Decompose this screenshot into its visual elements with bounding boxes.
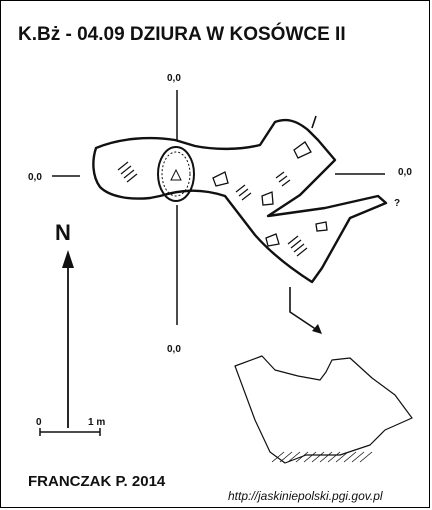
north-label: N bbox=[55, 220, 71, 245]
scale-zero: 0 bbox=[36, 417, 42, 428]
cave-plan-outline bbox=[92, 118, 388, 284]
cross-section-ground bbox=[271, 451, 373, 463]
section-arrow-icon bbox=[312, 324, 322, 334]
scale-one-meter: 1 m bbox=[88, 417, 105, 428]
coord-bottom: 0,0 bbox=[167, 344, 181, 355]
cross-section-outline bbox=[234, 355, 413, 464]
scree-hatching bbox=[117, 161, 308, 257]
coord-left: 0,0 bbox=[28, 172, 42, 183]
section-cut-line bbox=[289, 287, 321, 333]
cave-entrance bbox=[157, 146, 195, 202]
scale-bar bbox=[39, 428, 101, 436]
cave-title: K.Bż - 04.09 DZIURA W KOSÓWCE II bbox=[18, 23, 346, 45]
coord-right: 0,0 bbox=[398, 167, 412, 178]
rock-blocks bbox=[212, 141, 328, 247]
passage-mark bbox=[311, 115, 317, 129]
author-credit: FRANCZAK P. 2014 bbox=[28, 473, 166, 490]
source-url[interactable]: http://jaskiniepolski.pgi.gov.pl bbox=[228, 489, 383, 503]
coord-top: 0,0 bbox=[167, 73, 181, 84]
unexplored-question-mark: ? bbox=[394, 198, 400, 209]
north-arrow-icon bbox=[62, 250, 74, 268]
